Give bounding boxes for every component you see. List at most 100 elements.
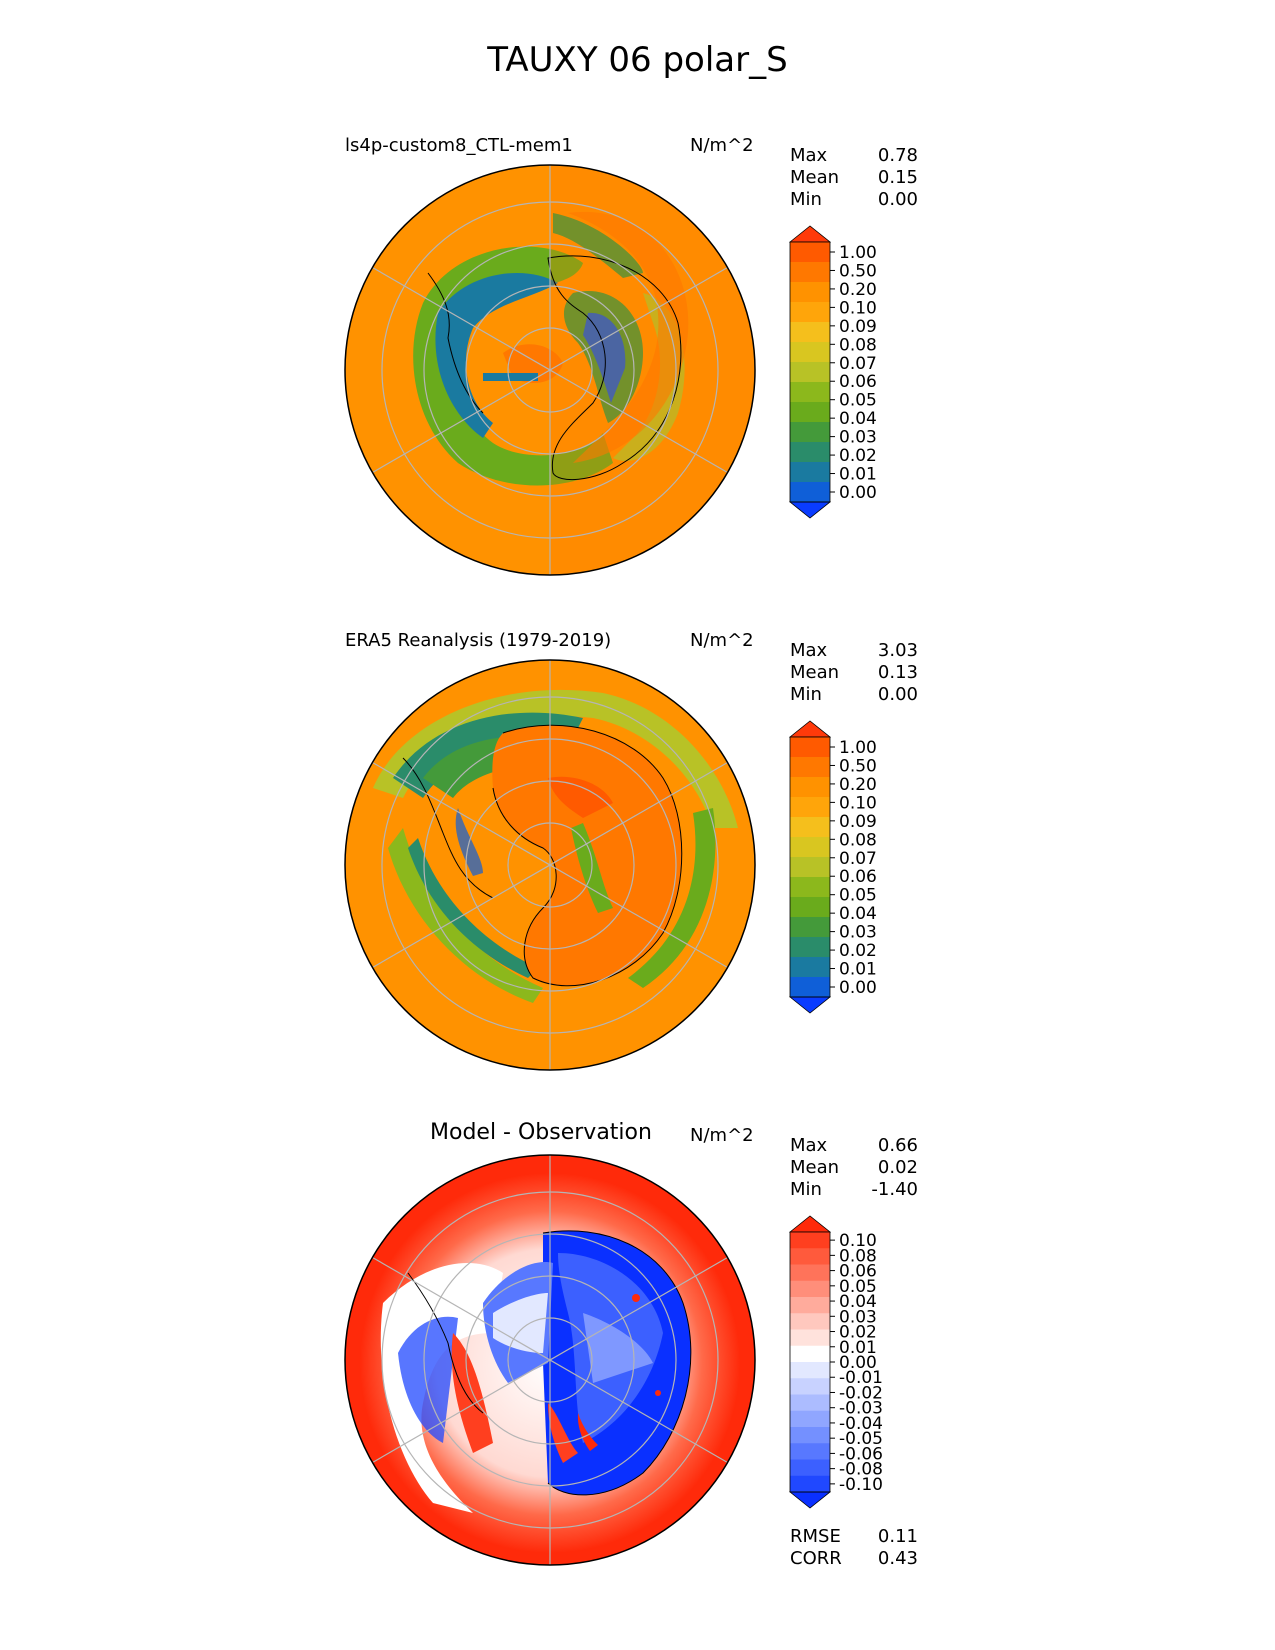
panel-3-colorbar-tick-label: -0.10 — [839, 1475, 883, 1495]
panel-1-colorbar-tick-label: 0.01 — [839, 465, 877, 485]
panel-3-colorbar-tick-label: 0.06 — [839, 1262, 877, 1282]
panel-1-colorbar-tick-label: 0.06 — [839, 372, 877, 392]
panel-1-colorbar-band — [790, 462, 830, 483]
panel-1-colorbar-tick-label: 0.09 — [839, 317, 877, 337]
panel-1-units: N/m^2 — [690, 135, 754, 156]
panel-2-colorbar-extend-bottom — [788, 996, 832, 1014]
panel-3-colorbar-band — [790, 1459, 830, 1477]
panel-1-colorbar-band — [790, 342, 830, 363]
panel-3-colorbar-tick-label: 0.05 — [839, 1277, 877, 1297]
panel-2-colorbar-tick-label: 0.08 — [839, 830, 877, 850]
panel-3-corr: CORR 0.43 — [790, 1548, 918, 1569]
panel-2-colorbar-band — [790, 877, 830, 898]
panel-1-colorbar-tick-label: 0.20 — [839, 280, 877, 300]
panel-3-colorbar-tick-label: 0.02 — [839, 1323, 877, 1343]
panel-1-colorbar-tick-label: 0.07 — [839, 354, 877, 374]
panel-1-colorbar-tick-label: 0.02 — [839, 446, 877, 466]
panel-2-colorbar-tick-label: 0.03 — [839, 923, 877, 943]
panel-3-rmse: RMSE 0.11 — [790, 1526, 918, 1547]
panel-3-stat-max: Max 0.66 — [790, 1135, 918, 1156]
panel-2-colorbar-tick-label: 0.06 — [839, 867, 877, 887]
panel-2-colorbar-tick-label: 0.01 — [839, 960, 877, 980]
panel-3-colorbar-extend-bottom — [788, 1491, 832, 1509]
panel-1-colorbar-band — [790, 442, 830, 463]
panel-2-map — [344, 659, 756, 1071]
panel-1-colorbar-band — [790, 422, 830, 443]
panel-2-colorbar-tick-label: 0.07 — [839, 849, 877, 869]
panel-1-colorbar-tick-label: 0.10 — [839, 298, 877, 318]
panel-1-stat-min: Min 0.00 — [790, 189, 918, 210]
panel-2-colorbar-band — [790, 817, 830, 838]
panel-2-colorbar-band — [790, 957, 830, 978]
panel-2-stat-max: Max 3.03 — [790, 640, 918, 661]
panel-2-colorbar: 1.000.500.200.100.090.080.070.060.050.04… — [788, 720, 877, 1014]
panel-2-colorbar-band — [790, 937, 830, 958]
panel-1-colorbar-outline — [789, 241, 831, 503]
panel-1-colorbar-band — [790, 362, 830, 383]
panel-1-colorbar-tick-label: 0.03 — [839, 428, 877, 448]
panel-2-colorbar-tick-label: 0.10 — [839, 793, 877, 813]
panel-3-colorbar-band — [790, 1264, 830, 1282]
panel-3-colorbar-tick-label: -0.06 — [839, 1444, 883, 1464]
panel-3-colorbar-tick-label: 0.10 — [839, 1231, 877, 1251]
panel-1-colorbar-tick-label: 0.00 — [839, 483, 877, 503]
panel-3-colorbar-tick-label: 0.03 — [839, 1307, 877, 1327]
panel-2-colorbar-tick-label: 0.50 — [839, 756, 877, 776]
panel-2-colorbar-band — [790, 897, 830, 918]
panel-1-colorbar-band — [790, 482, 830, 503]
panel-3-colorbar-tick-label: -0.05 — [839, 1429, 883, 1449]
panel-1-colorbar-extend-bottom — [788, 501, 832, 519]
panel-1-colorbar-band — [790, 322, 830, 343]
panel-3-colorbar-extend-top — [788, 1215, 832, 1233]
panel-3-colorbar-band — [790, 1362, 830, 1379]
panel-1-colorbar-tick-label: 0.08 — [839, 335, 877, 355]
panel-1-colorbar-tick-label: 1.00 — [839, 243, 877, 263]
panel-2-colorbar-tick-label: 0.05 — [839, 886, 877, 906]
panel-1-colorbar-band — [790, 242, 830, 263]
panel-3-units: N/m^2 — [690, 1125, 754, 1146]
panel-3-colorbar-band — [790, 1378, 830, 1395]
panel-3-map — [344, 1154, 756, 1566]
panel-3-colorbar-tick-label: -0.08 — [839, 1460, 883, 1480]
panel-3-colorbar-tick-label: -0.04 — [839, 1414, 883, 1434]
panel-3-colorbar-band — [790, 1345, 830, 1363]
panel-2-colorbar-band — [790, 917, 830, 938]
panel-2-colorbar-tick-label: 0.04 — [839, 904, 877, 924]
panel-1-colorbar-band — [790, 302, 830, 323]
panel-2-colorbar-band — [790, 737, 830, 758]
panel-3-colorbar-band — [790, 1232, 830, 1249]
panel-3-colorbar-tick-label: 0.01 — [839, 1338, 877, 1358]
panel-3-colorbar-band — [790, 1443, 830, 1460]
panel-3-colorbar-tick-label: 0.00 — [839, 1353, 877, 1373]
panel-3-colorbar-band — [790, 1410, 830, 1428]
panel-3-colorbar: 0.100.080.060.050.040.030.020.010.00-0.0… — [788, 1215, 883, 1509]
panel-3-colorbar-band — [790, 1297, 830, 1314]
panel-2-stat-mean: Mean 0.13 — [790, 662, 918, 683]
panel-3-colorbar-band — [790, 1248, 830, 1265]
panel-2-title: ERA5 Reanalysis (1979-2019) — [345, 630, 612, 651]
panel-1-colorbar: 1.000.500.200.100.090.080.070.060.050.04… — [788, 225, 877, 519]
panel-2-stat-min: Min 0.00 — [790, 684, 918, 705]
panel-3-colorbar-tick-label: 0.04 — [839, 1292, 877, 1312]
panel-3-colorbar-tick-label: -0.01 — [839, 1368, 883, 1388]
panel-2-colorbar-outline — [789, 736, 831, 998]
panel-1-stat-max: Max 0.78 — [790, 145, 918, 166]
panel-3-colorbar-tick-label: 0.08 — [839, 1246, 877, 1266]
panel-2-colorbar-tick-label: 0.00 — [839, 978, 877, 998]
panel-1-title: ls4p-custom8_CTL-mem1 — [345, 135, 573, 156]
panel-2-colorbar-tick-label: 0.09 — [839, 812, 877, 832]
panel-3-colorbar-band — [790, 1427, 830, 1444]
figure-title: TAUXY 06 polar_S — [487, 40, 788, 80]
panel-2-colorbar-band — [790, 977, 830, 998]
panel-3-colorbar-band — [790, 1313, 830, 1330]
panel-2-colorbar-tick-label: 0.20 — [839, 775, 877, 795]
panel-1-colorbar-extend-top — [788, 225, 832, 243]
panel-2-units: N/m^2 — [690, 630, 754, 651]
panel-2-colorbar-band — [790, 857, 830, 878]
panel-2-colorbar-band — [790, 757, 830, 778]
panel-1-colorbar-band — [790, 282, 830, 303]
panel-1-colorbar-tick-label: 0.05 — [839, 391, 877, 411]
panel-2-colorbar-tick-label: 1.00 — [839, 738, 877, 758]
panel-1-colorbar-band — [790, 262, 830, 283]
panel-2-colorbar-band — [790, 797, 830, 818]
